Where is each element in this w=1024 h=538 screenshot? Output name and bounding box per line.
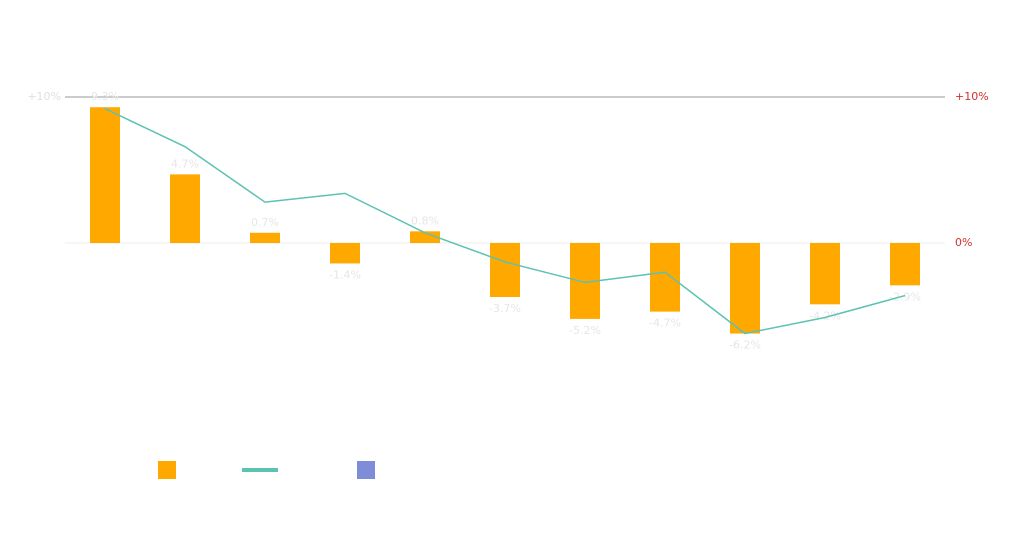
bar	[730, 243, 760, 334]
data-label: 0.8%	[411, 214, 439, 227]
bar	[890, 243, 920, 286]
data-label: -6.2%	[729, 339, 761, 352]
bar	[410, 231, 440, 243]
y2-tick-label: +10%	[955, 90, 989, 103]
data-label: -3.7%	[489, 302, 521, 315]
data-label: -1.4%	[329, 268, 361, 281]
y-tick-label: +10%	[27, 90, 61, 103]
legend-swatch	[158, 461, 176, 479]
bar	[90, 107, 120, 243]
bar	[810, 243, 840, 305]
bar	[170, 174, 200, 243]
data-label: 0.7%	[251, 216, 279, 229]
data-label: -5.2%	[569, 324, 601, 337]
data-label: 4.7%	[171, 157, 199, 170]
y2-tick-label: 0%	[955, 236, 972, 249]
data-label: -4.7%	[649, 317, 681, 330]
bar	[250, 232, 280, 243]
data-label: -2.9%	[889, 290, 921, 303]
bar	[330, 243, 360, 264]
bar	[650, 243, 680, 312]
bar	[490, 243, 520, 298]
legend-swatch	[357, 461, 375, 479]
data-label: 9.3%	[91, 90, 119, 103]
line	[104, 108, 906, 335]
